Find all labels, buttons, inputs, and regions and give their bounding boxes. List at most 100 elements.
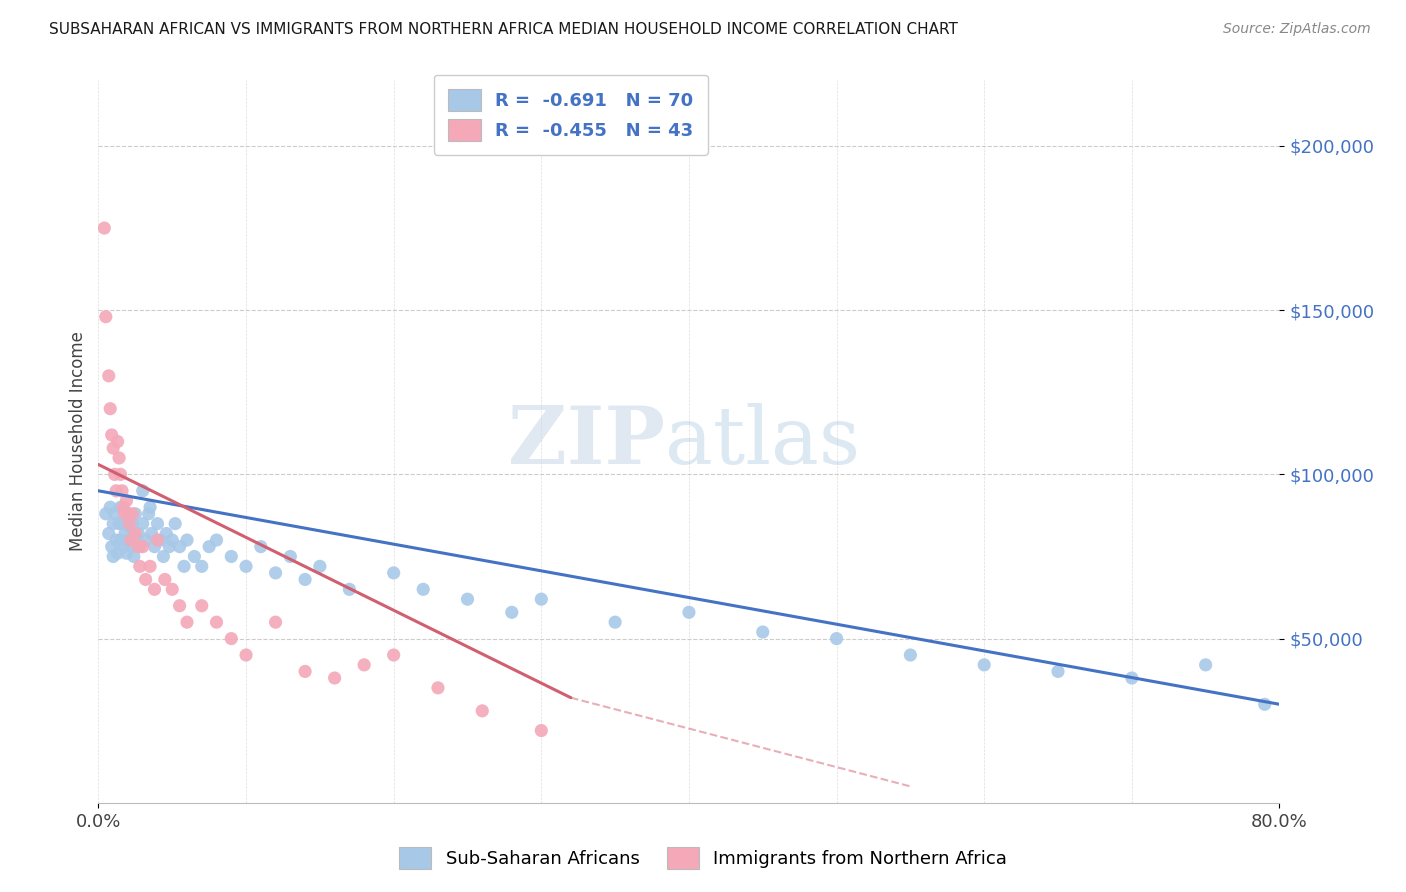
Point <box>169 599 191 613</box>
Point <box>221 549 243 564</box>
Point <box>176 533 198 547</box>
Point <box>221 632 243 646</box>
Point <box>105 533 128 547</box>
Point <box>100 428 122 442</box>
Point <box>98 500 121 515</box>
Point <box>353 657 375 672</box>
Legend: R =  -0.691   N = 70, R =  -0.455   N = 43: R = -0.691 N = 70, R = -0.455 N = 43 <box>434 75 707 155</box>
Point <box>135 573 157 587</box>
Point <box>93 221 115 235</box>
Point <box>173 559 195 574</box>
Point <box>121 516 143 531</box>
Point <box>105 483 128 498</box>
Point <box>412 582 434 597</box>
Point <box>110 533 132 547</box>
Point <box>264 615 287 630</box>
Point <box>103 516 125 531</box>
Point <box>382 648 405 662</box>
Point <box>104 507 127 521</box>
Point <box>103 549 125 564</box>
Point <box>191 559 214 574</box>
Point <box>1121 671 1143 685</box>
Point <box>235 559 257 574</box>
Point <box>198 540 221 554</box>
Point <box>98 401 121 416</box>
Point <box>155 526 177 541</box>
Point <box>152 549 174 564</box>
Point <box>530 723 553 738</box>
Point <box>124 507 146 521</box>
Point <box>294 665 316 679</box>
Point <box>125 533 148 547</box>
Point <box>121 507 143 521</box>
Point <box>825 632 848 646</box>
Point <box>323 671 346 685</box>
Point <box>143 582 166 597</box>
Point <box>107 546 129 560</box>
Point <box>165 516 187 531</box>
Point <box>120 540 142 554</box>
Point <box>250 540 273 554</box>
Point <box>117 533 139 547</box>
Point <box>97 526 120 541</box>
Point <box>149 533 172 547</box>
Point <box>339 582 361 597</box>
Point <box>141 526 163 541</box>
Point <box>752 625 775 640</box>
Point <box>176 615 198 630</box>
Point <box>162 533 183 547</box>
Point <box>120 533 142 547</box>
Point <box>457 592 479 607</box>
Point <box>110 500 132 515</box>
Point <box>235 648 257 662</box>
Point <box>169 540 191 554</box>
Point <box>135 533 157 547</box>
Point <box>280 549 302 564</box>
Point <box>191 599 214 613</box>
Point <box>1046 665 1070 679</box>
Point <box>973 657 995 672</box>
Point <box>153 573 176 587</box>
Point <box>427 681 450 695</box>
Point <box>111 516 134 531</box>
Point <box>112 500 135 515</box>
Point <box>157 540 180 554</box>
Point <box>128 540 150 554</box>
Text: Source: ZipAtlas.com: Source: ZipAtlas.com <box>1223 22 1371 37</box>
Point <box>205 533 228 547</box>
Text: ZIP: ZIP <box>509 402 665 481</box>
Point <box>100 540 122 554</box>
Legend: Sub-Saharan Africans, Immigrants from Northern Africa: Sub-Saharan Africans, Immigrants from No… <box>389 838 1017 879</box>
Point <box>94 507 117 521</box>
Point <box>118 520 141 534</box>
Point <box>1254 698 1277 712</box>
Point <box>678 605 700 619</box>
Text: SUBSAHARAN AFRICAN VS IMMIGRANTS FROM NORTHERN AFRICA MEDIAN HOUSEHOLD INCOME CO: SUBSAHARAN AFRICAN VS IMMIGRANTS FROM NO… <box>49 22 957 37</box>
Point <box>127 540 149 554</box>
Point <box>138 507 160 521</box>
Point <box>107 434 129 449</box>
Point <box>294 573 316 587</box>
Text: atlas: atlas <box>665 402 860 481</box>
Point <box>309 559 332 574</box>
Point <box>146 516 169 531</box>
Point <box>382 566 405 580</box>
Point <box>132 540 155 554</box>
Point <box>128 559 150 574</box>
Point <box>162 582 183 597</box>
Point <box>146 533 169 547</box>
Point <box>471 704 494 718</box>
Point <box>108 516 131 531</box>
Point <box>115 493 138 508</box>
Point <box>117 507 139 521</box>
Point <box>605 615 627 630</box>
Point <box>139 500 162 515</box>
Point <box>112 540 135 554</box>
Point <box>117 507 139 521</box>
Point <box>111 483 134 498</box>
Point <box>143 540 166 554</box>
Point <box>103 441 125 455</box>
Point <box>205 615 228 630</box>
Point <box>108 450 131 465</box>
Y-axis label: Median Household Income: Median Household Income <box>69 332 87 551</box>
